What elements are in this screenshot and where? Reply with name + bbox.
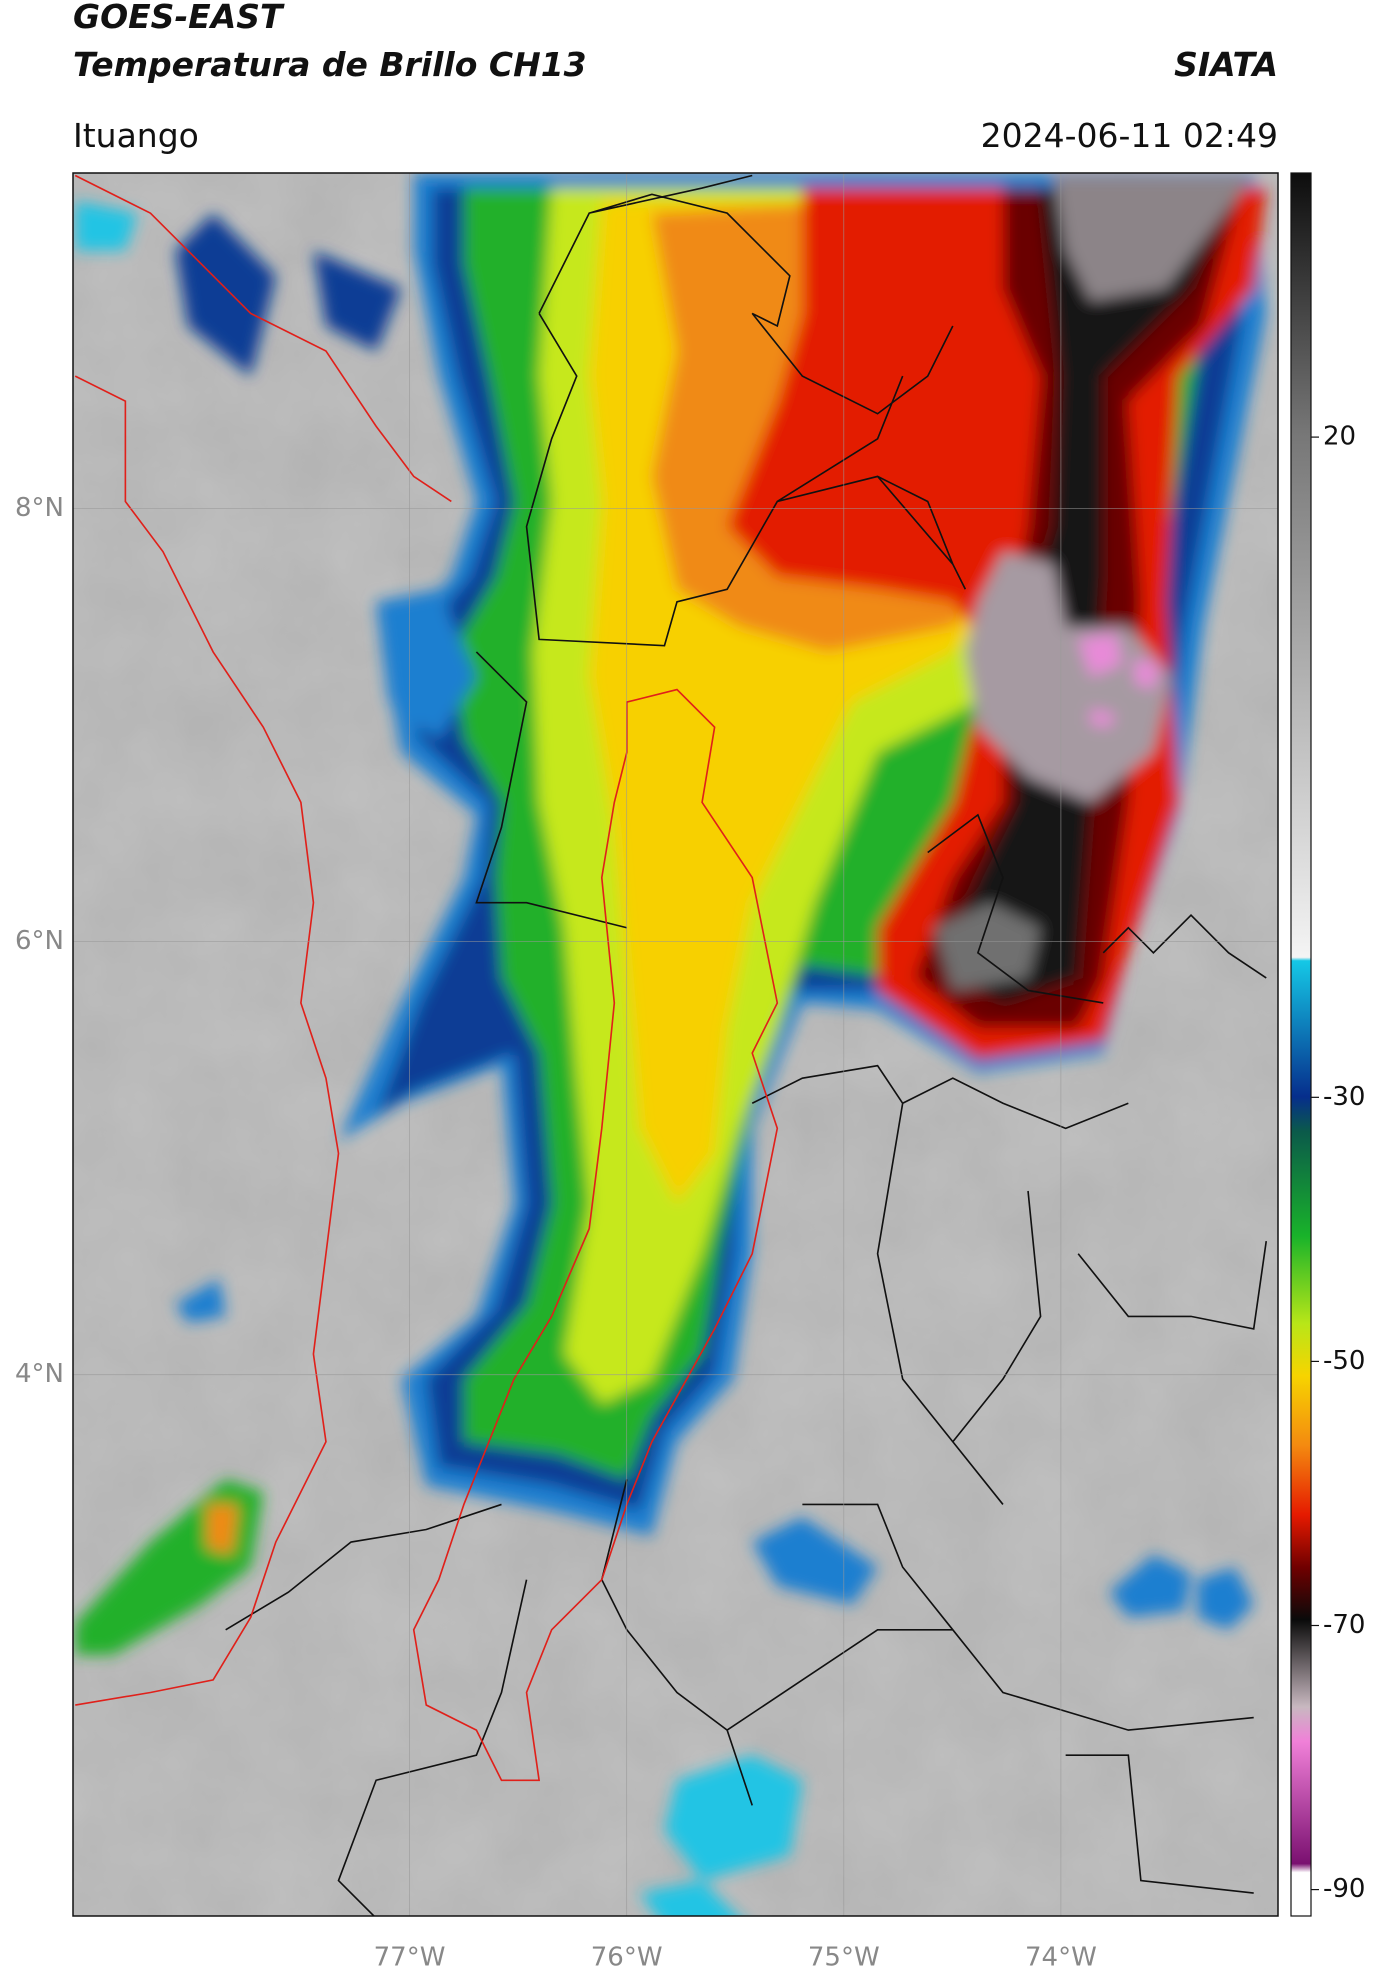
graticule xyxy=(73,173,1278,1916)
source: SIATA xyxy=(1174,45,1278,84)
colorbar-tick-label: 20 xyxy=(1323,422,1356,452)
colorbar xyxy=(1290,172,1312,1917)
colorbar-tick-label: -30 xyxy=(1323,1082,1365,1112)
lon-tick-label: 76°W xyxy=(591,1943,663,1973)
lon-tick-label: 75°W xyxy=(808,1943,880,1973)
lon-tick-label: 74°W xyxy=(1025,1943,1097,1973)
lon-tick-label: 77°W xyxy=(374,1943,446,1973)
datetime: 2024-06-11 02:49 xyxy=(981,116,1278,155)
colorbar-tick-label: -50 xyxy=(1323,1346,1365,1376)
colorbar-tick-label: -90 xyxy=(1323,1874,1365,1904)
colorbar-tick-label: -70 xyxy=(1323,1610,1365,1640)
location: Ituango xyxy=(73,116,199,155)
lat-tick-label: 6°N xyxy=(15,926,64,956)
lat-tick-label: 8°N xyxy=(15,493,64,523)
lat-tick-label: 4°N xyxy=(15,1359,64,1389)
map-frame xyxy=(72,172,1279,1917)
satellite-image xyxy=(73,173,1278,1916)
subtitle: Temperatura de Brillo CH13 xyxy=(73,45,587,84)
title: GOES-EAST xyxy=(73,0,285,36)
